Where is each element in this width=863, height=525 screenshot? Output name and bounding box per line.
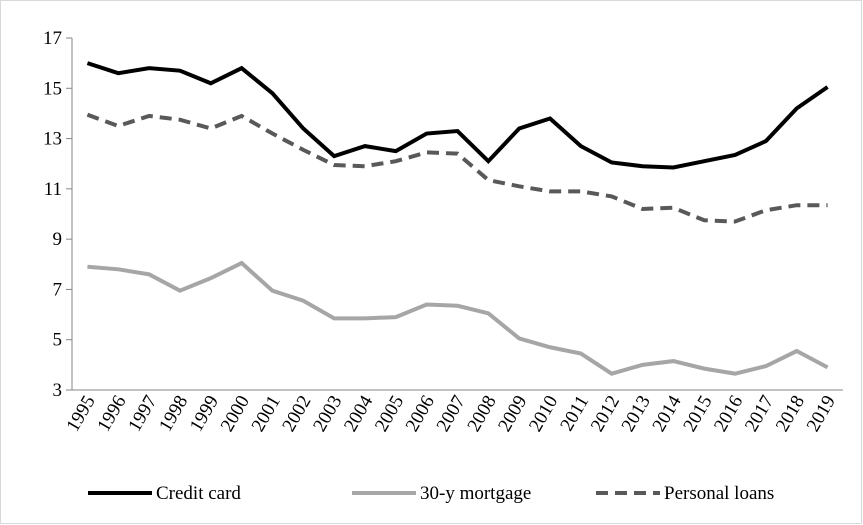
series-line (87, 260, 829, 376)
series-line (86, 112, 828, 224)
legend-label: Credit card (156, 483, 241, 504)
series-line (86, 61, 829, 170)
y-tick-label: 15 (43, 78, 62, 99)
y-tick-label: 7 (53, 279, 63, 300)
y-tick-label: 5 (53, 330, 63, 351)
y-tick-label: 9 (53, 229, 63, 250)
y-tick-label: 11 (44, 179, 62, 200)
y-tick-label: 3 (53, 380, 63, 401)
legend-label: Personal loans (664, 483, 774, 504)
y-tick-label: 13 (43, 129, 62, 150)
legend-label: 30-y mortgage (420, 483, 531, 504)
y-tick-label: 17 (43, 28, 62, 49)
